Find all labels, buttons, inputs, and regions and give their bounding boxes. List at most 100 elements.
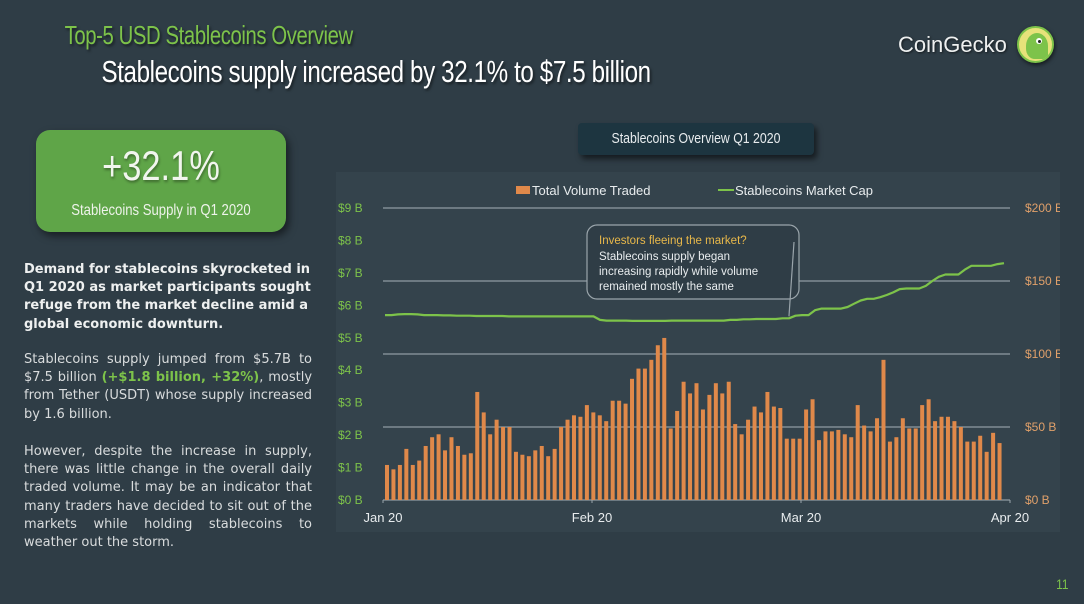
volume-bar [849, 437, 854, 500]
volume-bar [571, 415, 576, 500]
left-axis-tick: $6 B [338, 298, 363, 312]
left-axis-tick: $9 B [338, 201, 363, 215]
volume-bar [965, 441, 970, 500]
volume-bar [649, 359, 654, 500]
legend-swatch-volume [516, 186, 530, 194]
volume-bar [630, 378, 635, 500]
volume-bar [713, 383, 718, 500]
volume-bar [978, 435, 983, 500]
report-kicker: Top-5 USD Stablecoins Overview [64, 20, 354, 50]
volume-bar [513, 451, 518, 500]
volume-bar [700, 409, 705, 500]
legend: Total Volume Traded Stablecoins Market Ca… [516, 183, 873, 198]
volume-bar [810, 399, 815, 500]
volume-bar [636, 368, 641, 500]
volume-bar [591, 412, 596, 500]
volume-bar [449, 437, 454, 500]
stat-label: Stablecoins Supply in Q1 2020 [71, 202, 251, 219]
volume-bar [584, 405, 589, 500]
annotation-body-line: Stablecoins supply began [599, 251, 730, 263]
volume-bar [952, 421, 957, 500]
volume-bar [675, 410, 680, 500]
volume-bar [939, 416, 944, 500]
volume-bar [720, 393, 725, 500]
volume-bar [668, 428, 673, 500]
volume-bar [997, 443, 1002, 500]
volume-bar [971, 441, 976, 500]
right-axis-tick: $150 B [1025, 274, 1060, 288]
volume-bar [836, 429, 841, 500]
volume-bar [933, 421, 938, 500]
volume-bar [881, 359, 886, 500]
brand: CoinGecko [898, 26, 1054, 63]
x-axis-tick: Feb 20 [572, 510, 612, 525]
market-cap-line [385, 262, 1005, 322]
volume-bar [501, 427, 506, 500]
volume-bar [855, 405, 860, 500]
volume-bar [920, 405, 925, 500]
volume-bar [610, 400, 615, 500]
volume-bar [597, 415, 602, 500]
annotation-title: Investors fleeing the market? [599, 235, 747, 247]
annotation-box [586, 224, 800, 300]
volume-bar [397, 464, 402, 500]
volume-bar [391, 469, 396, 500]
volume-bar [862, 425, 867, 500]
volume-bar [552, 448, 557, 500]
volume-bar [746, 419, 751, 500]
volume-bar [468, 453, 473, 500]
volume-bar [417, 460, 422, 500]
volume-bar [662, 337, 667, 500]
volume-bar [559, 427, 564, 500]
chart: $0 B $1 B $2 B $3 B $4 B $5 B $6 B $7 B $8 B $9 B… [338, 183, 1060, 525]
page-title: Stablecoins supply increased by 32.1% to… [101, 54, 651, 89]
left-axis-tick: $0 B [338, 493, 363, 507]
volume-bar [913, 428, 918, 500]
volume-bar [984, 451, 989, 500]
volume-bar [488, 434, 493, 500]
chart-title: Stablecoins Overview Q1 2020 [611, 130, 781, 147]
market-cap-line-path [385, 262, 1005, 322]
volume-bar [423, 445, 428, 500]
volume-bar [817, 440, 822, 500]
volume-bar [797, 438, 802, 500]
chart-panel: $0 B $1 B $2 B $3 B $4 B $5 B $6 B $7 B $8 B $9 B… [336, 172, 1060, 532]
volume-bar [436, 434, 441, 500]
volume-bar [778, 408, 783, 500]
volume-bar [404, 448, 409, 500]
volume-bar [804, 409, 809, 500]
lead-paragraph: Demand for stablecoins skyrocketed in Q1… [24, 262, 311, 332]
volume-bars [385, 337, 1002, 500]
volume-bar [907, 428, 912, 500]
volume-paragraph: However, despite the increase in supply,… [24, 444, 312, 551]
volume-bar [771, 406, 776, 500]
volume-bar [617, 400, 622, 500]
left-axis-tick: $4 B [338, 363, 363, 377]
volume-bar [578, 416, 583, 500]
volume-bar [823, 431, 828, 500]
volume-bar [533, 450, 538, 500]
volume-bar [991, 432, 996, 500]
volume-bar [494, 419, 499, 500]
legend-label-volume: Total Volume Traded [532, 183, 651, 198]
x-axis-tick: Mar 20 [781, 510, 821, 525]
volume-bar [642, 368, 647, 500]
volume-bar [462, 454, 467, 500]
supply-paragraph: Stablecoins supply jumped from $5.7B to … [24, 351, 312, 424]
right-axis-tick: $100 B [1025, 347, 1060, 361]
annotation: Investors fleeing the market? Stablecoins… [586, 224, 800, 317]
x-axis-tick: Apr 20 [991, 510, 1029, 525]
volume-bar [752, 406, 757, 500]
volume-bar [765, 391, 770, 500]
volume-bar [894, 437, 899, 500]
volume-bar [694, 383, 699, 500]
supply-text-start: Stablecoins supply jumped from $5.7B to … [24, 352, 312, 386]
annotation-body-line: increasing rapidly while volume [599, 266, 758, 278]
volume-bar [726, 381, 731, 500]
volume-bar [507, 427, 512, 500]
volume-bar [926, 399, 931, 500]
right-axis-tick: $0 B [1025, 493, 1050, 507]
stat-value: +32.1% [102, 142, 220, 189]
volume-bar [604, 421, 609, 500]
left-axis-tick: $3 B [338, 396, 363, 410]
